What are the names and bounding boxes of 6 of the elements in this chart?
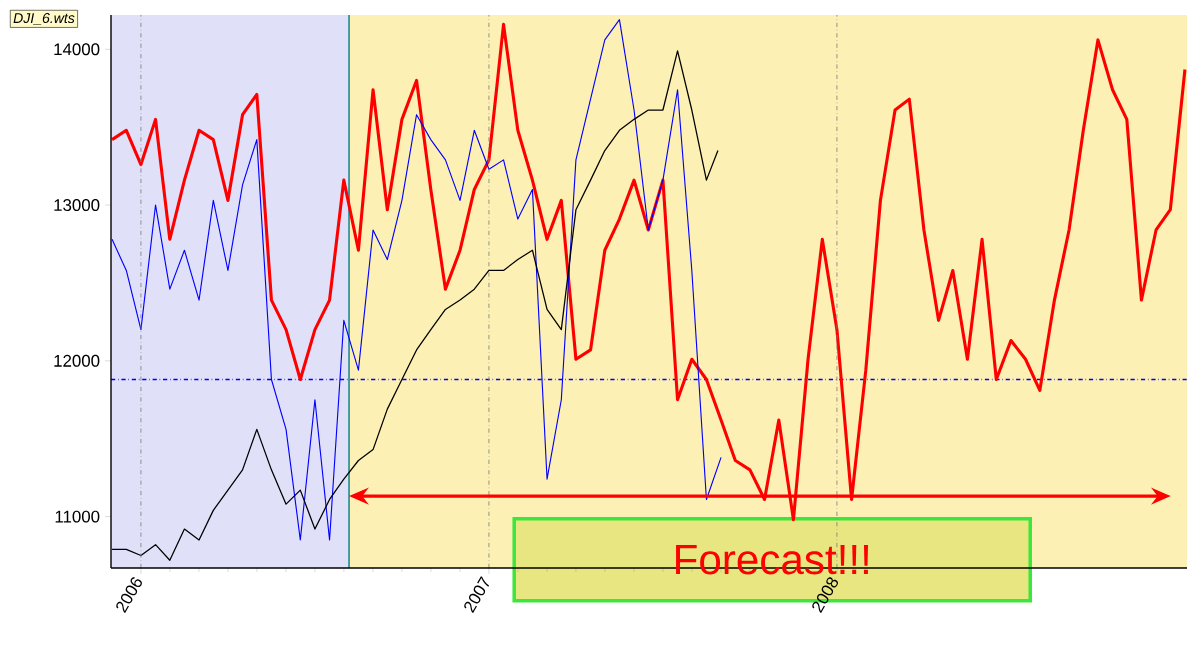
line-series (110, 22, 1187, 522)
y-tick-label: 11000 (55, 510, 100, 523)
y-tick-label: 14000 (54, 43, 100, 56)
y-tick-label: 13000 (54, 199, 100, 212)
text: DJI_6.wts (13, 13, 75, 25)
y-tick-label: 12000 (54, 354, 100, 367)
